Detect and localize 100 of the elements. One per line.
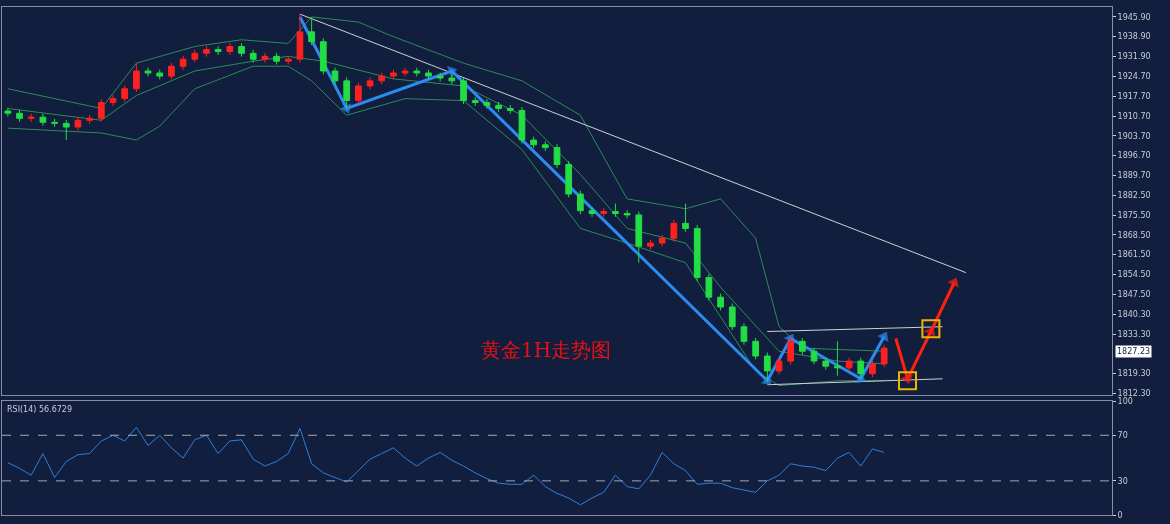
candlestick xyxy=(565,160,573,198)
y-tick-label: 30 xyxy=(1117,476,1128,486)
candlestick xyxy=(273,52,280,66)
candlestick xyxy=(588,206,596,218)
candlestick xyxy=(728,303,736,331)
candlestick xyxy=(810,347,818,365)
candlestick xyxy=(530,136,537,149)
candlestick xyxy=(27,113,35,123)
candlestick xyxy=(296,13,304,64)
candlestick xyxy=(144,67,152,77)
candlestick xyxy=(693,224,701,282)
candlestick xyxy=(471,96,479,107)
y-tick-label: 70 xyxy=(1117,431,1128,441)
y-tick-label: 1945.90 xyxy=(1117,12,1151,22)
candlestick xyxy=(705,273,713,302)
y-tick-label: 1847.50 xyxy=(1117,289,1151,299)
y-tick-label: 1854.50 xyxy=(1117,270,1151,280)
candlestick xyxy=(658,234,666,247)
candlestick xyxy=(401,67,409,77)
candlestick xyxy=(600,207,608,218)
candlestick xyxy=(366,76,374,90)
text: 黄金1H走势图 xyxy=(481,338,612,362)
candlestick xyxy=(179,55,187,71)
candlestick xyxy=(483,98,491,110)
candlestick xyxy=(612,203,619,218)
candlestick xyxy=(425,69,432,80)
candlestick xyxy=(203,45,210,58)
candlestick xyxy=(799,337,806,356)
candlestick xyxy=(133,62,140,93)
candlestick xyxy=(682,203,689,233)
point xyxy=(339,103,352,114)
candlestick xyxy=(4,107,12,118)
candlestick xyxy=(775,357,783,375)
point xyxy=(898,371,918,391)
candlestick xyxy=(261,52,269,64)
candlestick xyxy=(577,190,584,215)
candlestick xyxy=(623,209,631,219)
candlestick xyxy=(834,340,841,377)
annotation: RSI(14) 56.6729 xyxy=(7,405,73,414)
candlestick xyxy=(319,37,327,75)
y-tick-label: 1938.90 xyxy=(1117,32,1151,42)
y-tick-label: 1896.70 xyxy=(1117,151,1151,161)
candlestick xyxy=(109,94,117,107)
candlestick xyxy=(331,67,339,85)
y-tick-label: 1833.30 xyxy=(1117,329,1151,339)
candlestick xyxy=(541,140,549,152)
candlestick xyxy=(717,293,724,311)
candlestick xyxy=(284,55,292,66)
candlestick xyxy=(740,322,748,346)
candlestick xyxy=(390,69,397,80)
candlestick xyxy=(168,62,175,80)
point xyxy=(947,277,959,288)
y-tick-label: 1840.30 xyxy=(1117,310,1151,320)
candlestick xyxy=(752,337,759,360)
candlestick xyxy=(436,72,444,82)
point xyxy=(877,331,889,343)
candlestick xyxy=(214,45,222,56)
candlestick xyxy=(16,109,23,123)
candlestick xyxy=(495,101,502,113)
y-tick-label: 1819.30 xyxy=(1117,369,1151,379)
y-tick-label: 0 xyxy=(1117,510,1123,520)
candlestick xyxy=(308,16,315,46)
candlestick xyxy=(670,219,678,243)
candlestick xyxy=(39,113,47,127)
candlestick xyxy=(763,352,771,382)
candlestick xyxy=(378,72,386,85)
annotation: 1827.23 xyxy=(1117,347,1151,356)
candlestick xyxy=(845,357,853,372)
y-tick-label: 1917.70 xyxy=(1117,92,1151,102)
point xyxy=(921,319,941,339)
candlestick xyxy=(880,344,888,368)
y-tick-label: 1931.90 xyxy=(1117,52,1151,62)
y-tick-label: 1889.70 xyxy=(1117,171,1151,181)
y-tick-label: 1924.70 xyxy=(1117,72,1151,82)
candlestick xyxy=(635,211,643,264)
candlestick xyxy=(238,42,245,58)
candlestick xyxy=(86,114,93,125)
candlestick xyxy=(518,106,526,144)
candlestick xyxy=(355,82,362,105)
candlestick xyxy=(413,67,421,77)
candlestick xyxy=(249,49,257,64)
candlestick xyxy=(121,84,129,103)
candlestick xyxy=(822,357,830,371)
candlestick xyxy=(74,116,82,131)
y-tick-label: 1910.70 xyxy=(1117,111,1151,121)
y-tick-label: 1812.30 xyxy=(1117,388,1151,398)
y-tick-label: 1861.50 xyxy=(1117,250,1151,260)
line-series xyxy=(7,426,885,506)
y-tick-label: 1903.70 xyxy=(1117,131,1151,141)
y-tick-label: 1868.50 xyxy=(1117,230,1151,240)
candlestick xyxy=(97,98,105,123)
y-tick-label: 100 xyxy=(1117,396,1133,406)
candlestick xyxy=(156,69,164,80)
point xyxy=(447,65,458,78)
candlestick xyxy=(553,143,561,169)
y-tick-label: 1875.50 xyxy=(1117,211,1151,220)
candlestick xyxy=(857,357,865,380)
candlestick xyxy=(226,42,234,56)
candlestick xyxy=(460,76,467,105)
candlestick xyxy=(506,104,514,115)
